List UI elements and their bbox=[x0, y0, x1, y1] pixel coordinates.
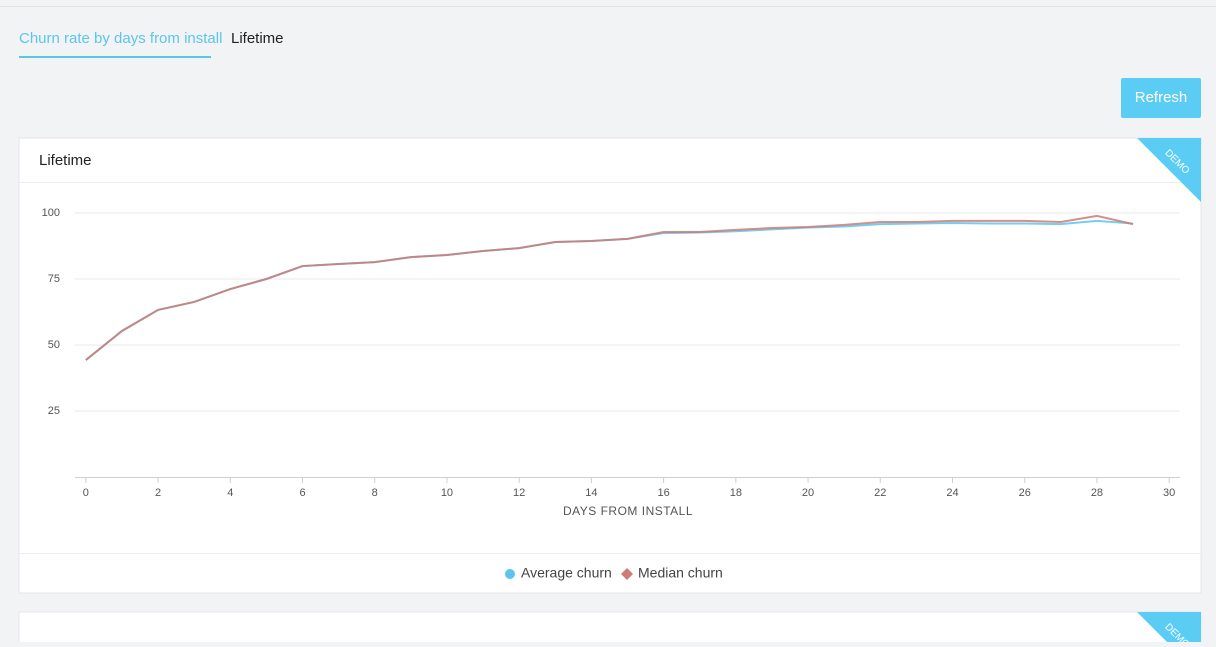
x-tick-label: 30 bbox=[1163, 487, 1175, 499]
demo-ribbon bbox=[1137, 612, 1201, 647]
x-tick-label: 22 bbox=[874, 487, 886, 499]
x-tick-label: 6 bbox=[299, 487, 305, 499]
y-tick-label: 50 bbox=[48, 339, 60, 351]
card-2 bbox=[18, 611, 1202, 647]
y-tick-label: 25 bbox=[48, 405, 60, 417]
refresh-button[interactable] bbox=[1121, 78, 1201, 118]
demo-ribbon bbox=[1137, 138, 1201, 202]
tab[interactable]: Lifetime bbox=[231, 30, 284, 47]
y-tick-label: 100 bbox=[42, 207, 60, 219]
card-title: Lifetime bbox=[39, 152, 92, 169]
legend-marker bbox=[621, 568, 633, 580]
x-tick-label: 28 bbox=[1091, 487, 1103, 499]
x-tick-label: 18 bbox=[730, 487, 742, 499]
x-tick-label: 20 bbox=[802, 487, 814, 499]
x-tick-label: 10 bbox=[441, 487, 453, 499]
x-tick-label: 26 bbox=[1019, 487, 1031, 499]
y-tick-label: 75 bbox=[48, 273, 60, 285]
tab-active[interactable]: Churn rate by days from install bbox=[19, 30, 222, 47]
x-tick-label: 14 bbox=[585, 487, 597, 499]
x-tick-label: 0 bbox=[83, 487, 89, 499]
series-line bbox=[85, 214, 1134, 361]
x-tick-label: 16 bbox=[657, 487, 669, 499]
x-axis-title: DAYS FROM INSTALL bbox=[563, 504, 693, 518]
refresh-label[interactable]: Refresh bbox=[1135, 89, 1188, 106]
x-tick-label: 4 bbox=[227, 487, 233, 499]
card bbox=[18, 137, 1202, 594]
legend-label: Average churn bbox=[521, 565, 612, 581]
x-tick-label: 2 bbox=[155, 487, 161, 499]
tab-underline bbox=[19, 56, 211, 58]
legend-label: Median churn bbox=[638, 565, 723, 581]
x-tick-label: 12 bbox=[513, 487, 525, 499]
legend-marker bbox=[505, 569, 515, 579]
x-tick-label: 8 bbox=[372, 487, 378, 499]
x-tick-label: 24 bbox=[946, 487, 958, 499]
